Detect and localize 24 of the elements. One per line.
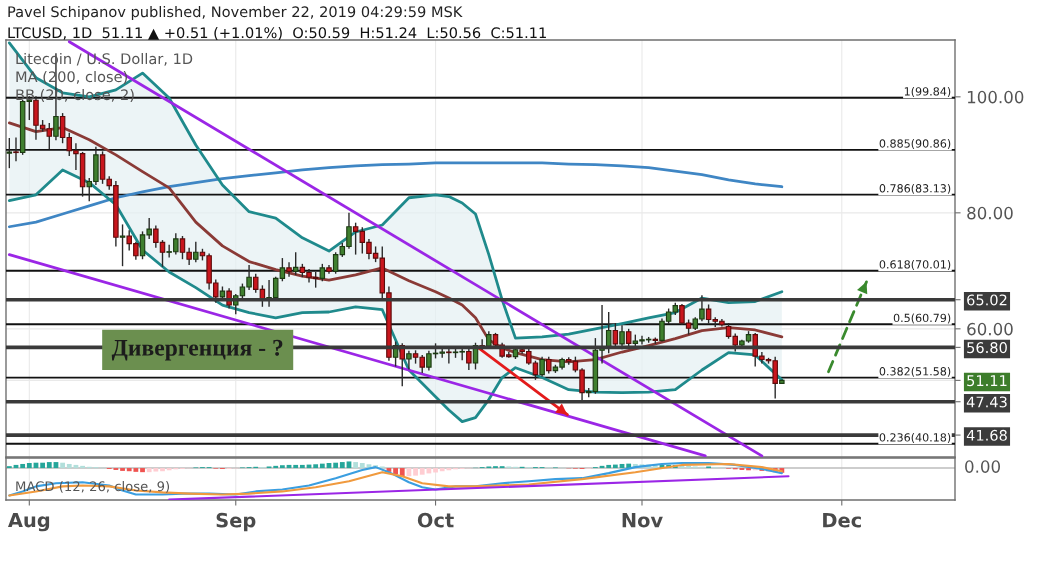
annotation: Дивергенция - ? [111,339,283,361]
x-tick-label: Aug [8,512,50,532]
ref-line-label: 0.618(70.01) [879,260,951,270]
ref-line-label: 0.786(83.13) [879,183,951,194]
y-tick-label: 80.00 [967,206,1013,220]
x-tick-label: Nov [622,513,663,528]
x-tick-label: Oct [417,512,454,528]
y-tick-label: 65.02 [967,294,1007,306]
text: 0.00 [965,460,1000,473]
ref-line-label: 0.382(51.58) [879,366,951,377]
ref-line-label: 0.885(90.86) [879,139,951,149]
y-tick-label: 51.11 [967,375,1007,387]
ref-line-label: 0.236(40.18) [879,433,951,443]
y-tick-label: 41.68 [966,429,1007,441]
chart-title: Pavel Schipanov published, November 22, 2019 04:29:59 MSK [8,5,463,21]
y-tick-label: 60.00 [967,322,1013,336]
y-tick-label: 56.80 [967,342,1007,354]
chart-subtitle: LTCUSD, 1D 51.11 ▲ +0.51 (+1.01%) O:50.59 H:51.24 L:50.56 C:51.11 [8,26,546,40]
x-tick-label: Dec [823,513,861,528]
y-tick-label: 100.00 [967,90,1024,104]
ref-line-label: 0.5(60.79) [893,313,951,324]
x-tick-label: Sep [216,512,256,532]
ref-line-label: 1(99.84) [904,87,951,97]
y-tick-label: 47.43 [966,396,1007,408]
